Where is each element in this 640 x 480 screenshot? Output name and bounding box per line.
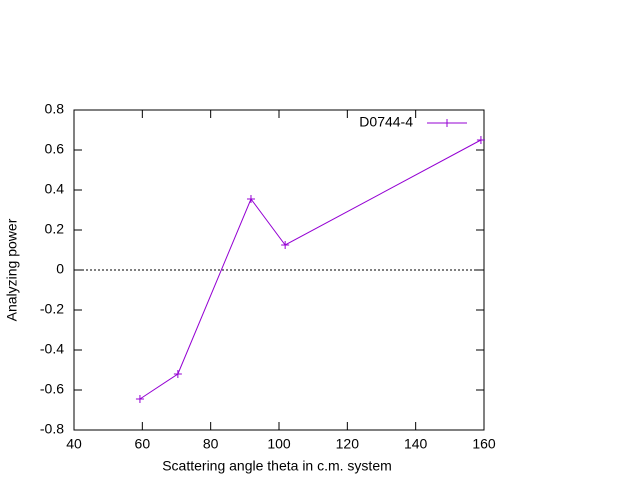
point [476, 136, 485, 144]
y-tick-label: 0.6 [45, 141, 65, 157]
x-tick-label: 100 [267, 436, 291, 452]
y-axis-label: Analyzing power [4, 218, 20, 321]
x-tick-label: 40 [66, 436, 82, 452]
y-tick-label: -0.2 [40, 301, 64, 317]
y-tick-label: -0.8 [40, 421, 64, 437]
y-tick-label: -0.4 [40, 341, 64, 357]
y-tick-label: -0.6 [40, 381, 64, 397]
x-tick-label: 120 [336, 436, 360, 452]
point [246, 195, 255, 203]
legend-marker [443, 119, 451, 127]
y-tick-label: 0.4 [45, 181, 65, 197]
x-tick-label: 80 [203, 436, 219, 452]
point [135, 395, 144, 403]
x-axis-label: Scattering angle theta in c.m. system [162, 458, 392, 474]
x-tick-label: 160 [472, 436, 496, 452]
y-tick-label: 0.8 [45, 101, 65, 117]
point [281, 241, 290, 249]
point [173, 370, 182, 378]
x-tick-label: 140 [404, 436, 428, 452]
legend-label: D0744-4 [359, 114, 413, 130]
y-tick-label: 0 [56, 261, 64, 277]
x-tick-label: 60 [135, 436, 151, 452]
y-tick-label: 0.2 [45, 221, 65, 237]
